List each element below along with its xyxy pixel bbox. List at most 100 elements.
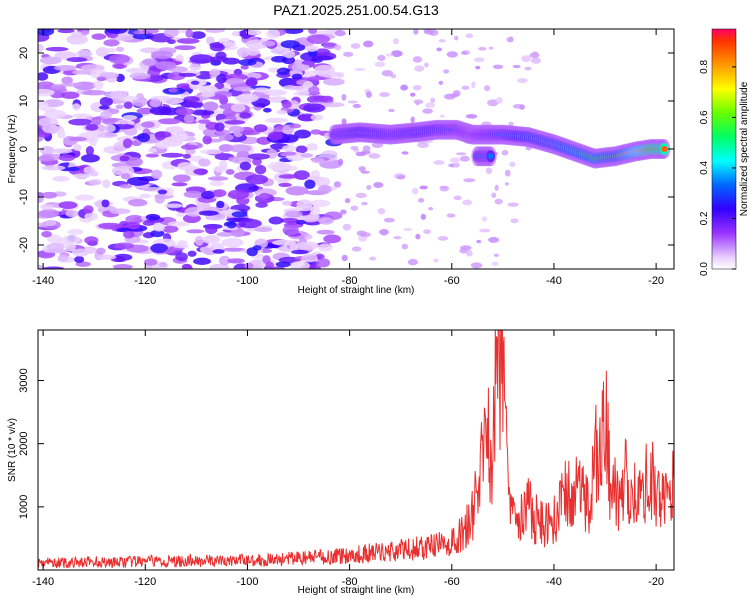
noise-blob xyxy=(49,85,67,90)
noise-blob xyxy=(42,266,65,269)
noise-blob xyxy=(46,242,65,251)
noise-blob xyxy=(202,235,221,244)
noise-blob xyxy=(126,176,150,186)
noise-blob xyxy=(436,47,442,52)
noise-blob xyxy=(74,255,85,264)
noise-blob xyxy=(439,114,445,118)
noise-blob xyxy=(209,180,225,187)
noise-blob xyxy=(148,148,158,153)
noise-blob xyxy=(425,102,436,108)
noise-blob xyxy=(420,213,427,220)
noise-blob xyxy=(297,113,317,122)
noise-blob xyxy=(200,190,216,200)
noise-blob xyxy=(455,152,467,156)
noise-blob xyxy=(310,114,324,121)
noise-blob xyxy=(136,132,151,143)
noise-blob xyxy=(58,201,78,209)
noise-blob xyxy=(369,256,377,261)
noise-blob xyxy=(281,200,292,206)
noise-blob xyxy=(400,84,409,91)
noise-blob xyxy=(341,254,348,262)
noise-blob xyxy=(71,248,90,257)
noise-blob xyxy=(290,260,310,269)
noise-blob xyxy=(125,157,143,167)
noise-blob xyxy=(193,257,212,265)
noise-blob xyxy=(350,145,359,151)
noise-blob xyxy=(108,54,131,64)
noise-blob xyxy=(337,158,344,166)
colorbar-tick-label: 0.2 xyxy=(699,211,710,225)
noise-blob xyxy=(176,38,200,44)
noise-blob xyxy=(303,103,326,113)
noise-blob xyxy=(228,125,245,133)
noise-blob xyxy=(304,179,316,189)
noise-blob xyxy=(255,202,268,208)
noise-blob xyxy=(463,178,476,183)
noise-blob xyxy=(524,66,532,71)
noise-blob xyxy=(504,182,509,186)
noise-blob xyxy=(308,85,320,95)
noise-blob xyxy=(119,155,130,162)
noise-blob xyxy=(334,44,342,51)
noise-blob xyxy=(415,233,421,240)
noise-blob xyxy=(150,229,165,238)
noise-blob xyxy=(65,209,79,218)
noise-blob xyxy=(459,155,470,162)
noise-blob xyxy=(340,209,347,215)
noise-blob xyxy=(178,72,197,77)
noise-blob xyxy=(392,38,399,45)
noise-blob xyxy=(449,157,460,163)
noise-blob xyxy=(38,29,55,36)
noise-blob xyxy=(165,126,184,134)
noise-blob xyxy=(360,170,371,174)
noise-blob xyxy=(308,29,318,35)
noise-blob xyxy=(182,153,191,159)
noise-blob xyxy=(122,138,133,149)
noise-blob xyxy=(361,201,368,206)
snr-x-tick-label: -100 xyxy=(236,576,258,588)
noise-blob xyxy=(66,57,88,63)
noise-blob xyxy=(473,57,485,63)
noise-blob xyxy=(415,101,420,106)
noise-blob xyxy=(323,234,342,244)
noise-blob xyxy=(465,114,478,119)
snr-y-tick-label: 2000 xyxy=(18,431,30,455)
noise-blob xyxy=(318,217,334,225)
noise-blob xyxy=(322,102,345,108)
noise-blob xyxy=(374,61,386,67)
noise-blob xyxy=(438,80,444,86)
noise-blob xyxy=(417,197,425,203)
noise-blob xyxy=(53,64,77,71)
noise-blob xyxy=(381,69,394,77)
noise-blob xyxy=(289,243,298,253)
snr-x-ticks: -140 -120 -100 -80 -60 -40 -20 xyxy=(32,330,664,588)
noise-blob xyxy=(366,184,372,190)
noise-blob xyxy=(494,253,499,257)
noise-blob xyxy=(212,189,227,197)
noise-blob xyxy=(187,250,197,257)
noise-blob xyxy=(186,229,205,234)
noise-blob xyxy=(226,221,237,229)
noise-blob xyxy=(266,29,281,39)
noise-blob xyxy=(466,250,473,257)
noise-blob xyxy=(38,196,44,203)
spectrogram-x-tick-label: -40 xyxy=(546,275,562,287)
noise-blob xyxy=(306,143,318,151)
noise-blob xyxy=(396,175,406,180)
noise-blob xyxy=(254,227,273,233)
noise-blob xyxy=(413,29,419,35)
noise-blob xyxy=(209,43,225,52)
noise-blob xyxy=(230,227,245,238)
noise-blob xyxy=(350,205,359,211)
noise-blob xyxy=(163,203,184,208)
noise-blob xyxy=(67,228,84,235)
noise-blob xyxy=(430,97,436,104)
noise-blob xyxy=(317,184,332,194)
noise-blob xyxy=(171,182,188,187)
noise-blob xyxy=(190,80,200,85)
noise-blob xyxy=(200,93,216,98)
noise-blob xyxy=(66,34,89,45)
noise-blob xyxy=(99,96,113,107)
noise-blob xyxy=(314,48,331,56)
